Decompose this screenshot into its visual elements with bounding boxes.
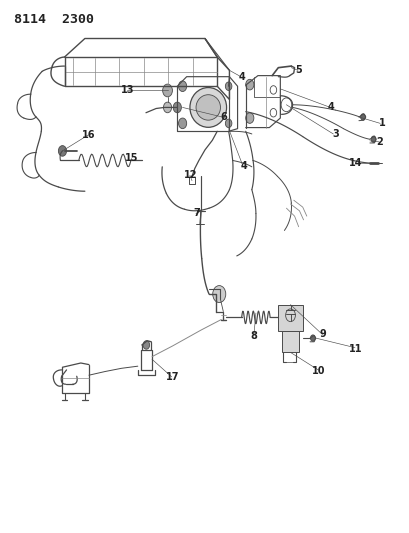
Circle shape bbox=[178, 81, 186, 92]
Circle shape bbox=[58, 146, 66, 156]
Text: 5: 5 bbox=[294, 66, 301, 75]
Circle shape bbox=[225, 82, 231, 91]
Text: 2: 2 bbox=[376, 137, 382, 147]
Circle shape bbox=[310, 335, 315, 341]
Circle shape bbox=[163, 102, 171, 113]
Text: 6: 6 bbox=[219, 112, 226, 122]
Text: 11: 11 bbox=[348, 344, 362, 354]
Circle shape bbox=[143, 341, 149, 349]
Text: 15: 15 bbox=[125, 153, 138, 163]
Text: 1: 1 bbox=[378, 118, 384, 128]
Circle shape bbox=[245, 79, 253, 90]
Text: 13: 13 bbox=[121, 85, 134, 95]
Text: 3: 3 bbox=[331, 129, 338, 139]
Ellipse shape bbox=[196, 95, 220, 120]
Circle shape bbox=[370, 136, 375, 142]
Circle shape bbox=[245, 113, 253, 123]
Text: 17: 17 bbox=[165, 372, 179, 382]
Text: 7: 7 bbox=[193, 208, 200, 219]
Circle shape bbox=[162, 84, 172, 97]
Text: 12: 12 bbox=[184, 171, 197, 180]
Text: 16: 16 bbox=[82, 130, 95, 140]
Text: 14: 14 bbox=[348, 158, 362, 168]
Ellipse shape bbox=[189, 87, 226, 127]
Circle shape bbox=[178, 118, 186, 128]
Circle shape bbox=[360, 114, 364, 120]
Text: 10: 10 bbox=[312, 366, 325, 376]
Text: 8: 8 bbox=[250, 332, 257, 342]
Bar bbox=[281, 331, 299, 352]
Text: 4: 4 bbox=[238, 71, 245, 82]
Text: 4: 4 bbox=[240, 161, 247, 171]
Bar bbox=[278, 305, 302, 331]
Text: 4: 4 bbox=[327, 102, 334, 112]
Text: 9: 9 bbox=[319, 329, 326, 340]
Circle shape bbox=[212, 286, 225, 303]
Circle shape bbox=[173, 102, 181, 113]
Circle shape bbox=[225, 119, 231, 127]
Text: 8114  2300: 8114 2300 bbox=[14, 13, 94, 26]
